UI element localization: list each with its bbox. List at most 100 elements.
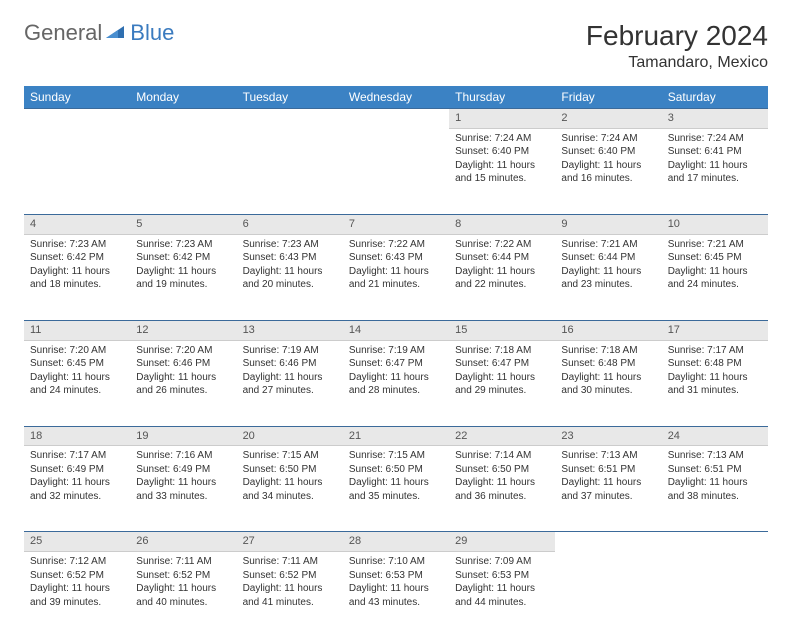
daylight-text: Daylight: 11 hours and 41 minutes. <box>243 582 337 609</box>
day-number-cell <box>343 109 449 129</box>
day-content-cell: Sunrise: 7:21 AMSunset: 6:44 PMDaylight:… <box>555 234 661 320</box>
sunrise-text: Sunrise: 7:18 AM <box>561 344 655 358</box>
sunrise-text: Sunrise: 7:17 AM <box>30 449 124 463</box>
content-row: Sunrise: 7:12 AMSunset: 6:52 PMDaylight:… <box>24 552 768 638</box>
day-number-cell <box>662 532 768 552</box>
sunrise-text: Sunrise: 7:19 AM <box>349 344 443 358</box>
day-content-cell: Sunrise: 7:23 AMSunset: 6:42 PMDaylight:… <box>130 234 236 320</box>
content-row: Sunrise: 7:23 AMSunset: 6:42 PMDaylight:… <box>24 234 768 320</box>
daylight-text: Daylight: 11 hours and 26 minutes. <box>136 371 230 398</box>
sunset-text: Sunset: 6:50 PM <box>243 463 337 477</box>
daynum-row: 2526272829 <box>24 532 768 552</box>
sunrise-text: Sunrise: 7:23 AM <box>243 238 337 252</box>
day-number-cell: 12 <box>130 320 236 340</box>
weekday-header: Wednesday <box>343 86 449 109</box>
day-number-cell <box>237 109 343 129</box>
daylight-text: Daylight: 11 hours and 24 minutes. <box>668 265 762 292</box>
daylight-text: Daylight: 11 hours and 18 minutes. <box>30 265 124 292</box>
weekday-header: Tuesday <box>237 86 343 109</box>
day-content-cell: Sunrise: 7:19 AMSunset: 6:46 PMDaylight:… <box>237 340 343 426</box>
daylight-text: Daylight: 11 hours and 40 minutes. <box>136 582 230 609</box>
sunset-text: Sunset: 6:48 PM <box>561 357 655 371</box>
daylight-text: Daylight: 11 hours and 38 minutes. <box>668 476 762 503</box>
sunrise-text: Sunrise: 7:17 AM <box>668 344 762 358</box>
calendar-body: 123Sunrise: 7:24 AMSunset: 6:40 PMDaylig… <box>24 109 768 638</box>
day-content-cell: Sunrise: 7:21 AMSunset: 6:45 PMDaylight:… <box>662 234 768 320</box>
day-content-cell: Sunrise: 7:11 AMSunset: 6:52 PMDaylight:… <box>130 552 236 638</box>
sunset-text: Sunset: 6:53 PM <box>455 569 549 583</box>
day-content-cell: Sunrise: 7:16 AMSunset: 6:49 PMDaylight:… <box>130 446 236 532</box>
day-number-cell: 9 <box>555 214 661 234</box>
sunset-text: Sunset: 6:41 PM <box>668 145 762 159</box>
daynum-row: 123 <box>24 109 768 129</box>
weekday-header: Sunday <box>24 86 130 109</box>
daylight-text: Daylight: 11 hours and 15 minutes. <box>455 159 549 186</box>
day-content-cell: Sunrise: 7:10 AMSunset: 6:53 PMDaylight:… <box>343 552 449 638</box>
daylight-text: Daylight: 11 hours and 20 minutes. <box>243 265 337 292</box>
daylight-text: Daylight: 11 hours and 27 minutes. <box>243 371 337 398</box>
sunrise-text: Sunrise: 7:16 AM <box>136 449 230 463</box>
logo-text-general: General <box>24 20 102 46</box>
sunset-text: Sunset: 6:46 PM <box>243 357 337 371</box>
sunrise-text: Sunrise: 7:24 AM <box>455 132 549 146</box>
sunrise-text: Sunrise: 7:11 AM <box>136 555 230 569</box>
daylight-text: Daylight: 11 hours and 37 minutes. <box>561 476 655 503</box>
day-number-cell: 6 <box>237 214 343 234</box>
day-number-cell: 3 <box>662 109 768 129</box>
day-content-cell: Sunrise: 7:13 AMSunset: 6:51 PMDaylight:… <box>662 446 768 532</box>
day-number-cell: 1 <box>449 109 555 129</box>
sunrise-text: Sunrise: 7:15 AM <box>349 449 443 463</box>
day-content-cell: Sunrise: 7:11 AMSunset: 6:52 PMDaylight:… <box>237 552 343 638</box>
day-number-cell: 15 <box>449 320 555 340</box>
sunrise-text: Sunrise: 7:23 AM <box>136 238 230 252</box>
day-content-cell: Sunrise: 7:23 AMSunset: 6:43 PMDaylight:… <box>237 234 343 320</box>
calendar-table: Sunday Monday Tuesday Wednesday Thursday… <box>24 86 768 638</box>
day-content-cell: Sunrise: 7:12 AMSunset: 6:52 PMDaylight:… <box>24 552 130 638</box>
day-content-cell <box>130 128 236 214</box>
day-content-cell: Sunrise: 7:17 AMSunset: 6:48 PMDaylight:… <box>662 340 768 426</box>
day-number-cell <box>24 109 130 129</box>
daynum-row: 11121314151617 <box>24 320 768 340</box>
sunset-text: Sunset: 6:43 PM <box>243 251 337 265</box>
sunrise-text: Sunrise: 7:18 AM <box>455 344 549 358</box>
day-content-cell: Sunrise: 7:20 AMSunset: 6:46 PMDaylight:… <box>130 340 236 426</box>
day-content-cell: Sunrise: 7:09 AMSunset: 6:53 PMDaylight:… <box>449 552 555 638</box>
sunset-text: Sunset: 6:46 PM <box>136 357 230 371</box>
sunrise-text: Sunrise: 7:23 AM <box>30 238 124 252</box>
sunrise-text: Sunrise: 7:13 AM <box>561 449 655 463</box>
sunset-text: Sunset: 6:50 PM <box>349 463 443 477</box>
day-content-cell: Sunrise: 7:15 AMSunset: 6:50 PMDaylight:… <box>237 446 343 532</box>
sunrise-text: Sunrise: 7:12 AM <box>30 555 124 569</box>
content-row: Sunrise: 7:17 AMSunset: 6:49 PMDaylight:… <box>24 446 768 532</box>
weekday-header: Saturday <box>662 86 768 109</box>
day-content-cell: Sunrise: 7:22 AMSunset: 6:44 PMDaylight:… <box>449 234 555 320</box>
daylight-text: Daylight: 11 hours and 28 minutes. <box>349 371 443 398</box>
weekday-header: Thursday <box>449 86 555 109</box>
daylight-text: Daylight: 11 hours and 33 minutes. <box>136 476 230 503</box>
location-label: Tamandaro, Mexico <box>586 54 768 72</box>
sunset-text: Sunset: 6:52 PM <box>243 569 337 583</box>
day-number-cell: 2 <box>555 109 661 129</box>
day-number-cell: 17 <box>662 320 768 340</box>
sunset-text: Sunset: 6:40 PM <box>455 145 549 159</box>
day-number-cell: 16 <box>555 320 661 340</box>
sunset-text: Sunset: 6:51 PM <box>668 463 762 477</box>
sunset-text: Sunset: 6:49 PM <box>136 463 230 477</box>
day-content-cell <box>343 128 449 214</box>
sunrise-text: Sunrise: 7:13 AM <box>668 449 762 463</box>
sunset-text: Sunset: 6:40 PM <box>561 145 655 159</box>
day-content-cell: Sunrise: 7:20 AMSunset: 6:45 PMDaylight:… <box>24 340 130 426</box>
daylight-text: Daylight: 11 hours and 24 minutes. <box>30 371 124 398</box>
weekday-header: Monday <box>130 86 236 109</box>
daynum-row: 45678910 <box>24 214 768 234</box>
day-content-cell: Sunrise: 7:17 AMSunset: 6:49 PMDaylight:… <box>24 446 130 532</box>
daylight-text: Daylight: 11 hours and 32 minutes. <box>30 476 124 503</box>
logo-triangle-icon <box>106 20 126 46</box>
day-number-cell: 28 <box>343 532 449 552</box>
sunset-text: Sunset: 6:50 PM <box>455 463 549 477</box>
day-number-cell: 5 <box>130 214 236 234</box>
daylight-text: Daylight: 11 hours and 21 minutes. <box>349 265 443 292</box>
sunrise-text: Sunrise: 7:20 AM <box>136 344 230 358</box>
daylight-text: Daylight: 11 hours and 34 minutes. <box>243 476 337 503</box>
day-number-cell: 26 <box>130 532 236 552</box>
